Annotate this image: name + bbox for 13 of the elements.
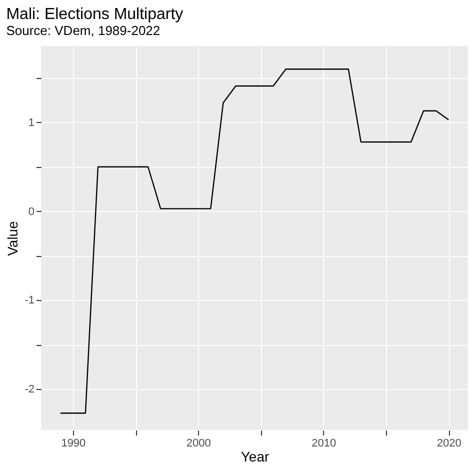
line-series [60,68,450,414]
y-tick-label: 1 [28,116,34,129]
x-tick-label: 2010 [312,438,336,450]
x-tick-label: 1990 [61,438,86,450]
y-axis-title: Value [4,220,21,256]
chart-title: Mali: Elections Multiparty [6,6,184,23]
y-tick-label: -2 [24,384,34,396]
x-tick-label: 2020 [436,438,462,450]
y-tick-label: 0 [28,206,34,218]
x-axis-title: Year [240,448,270,464]
y-tick-label: -1 [24,294,34,307]
chart-subtitle: Source: VDem, 1989-2022 [6,23,160,38]
x-tick-label: 2000 [186,438,211,450]
